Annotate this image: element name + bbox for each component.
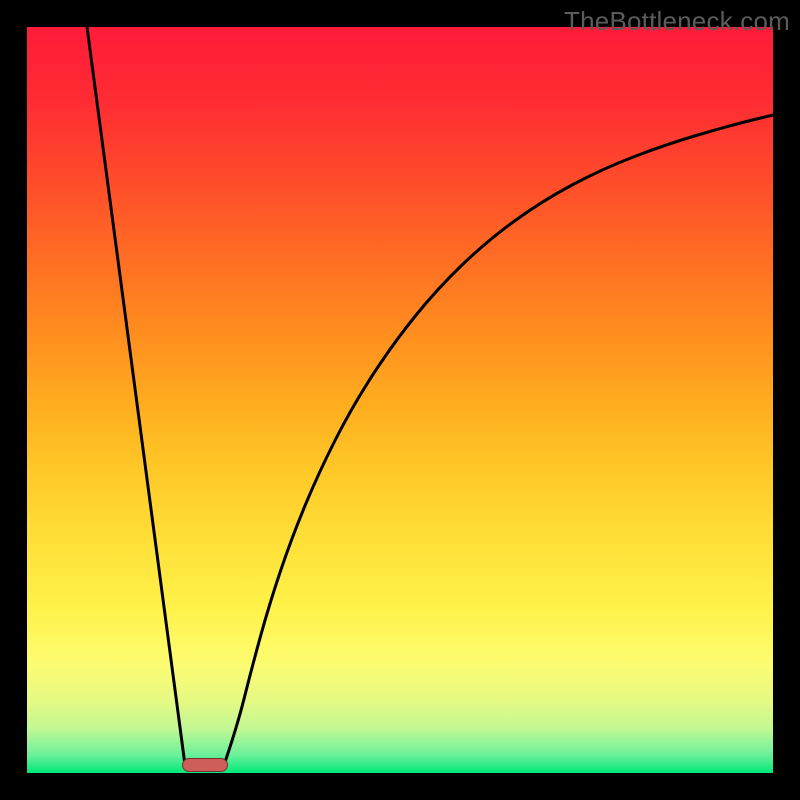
- bottleneck-marker: [182, 758, 228, 772]
- chart-svg: [27, 27, 773, 773]
- chart-area: [27, 27, 773, 773]
- curve-right-path: [224, 115, 773, 765]
- curve-left-line: [87, 27, 185, 765]
- figure-root: TheBottleneck.com: [0, 0, 800, 800]
- watermark-text: TheBottleneck.com: [564, 6, 790, 37]
